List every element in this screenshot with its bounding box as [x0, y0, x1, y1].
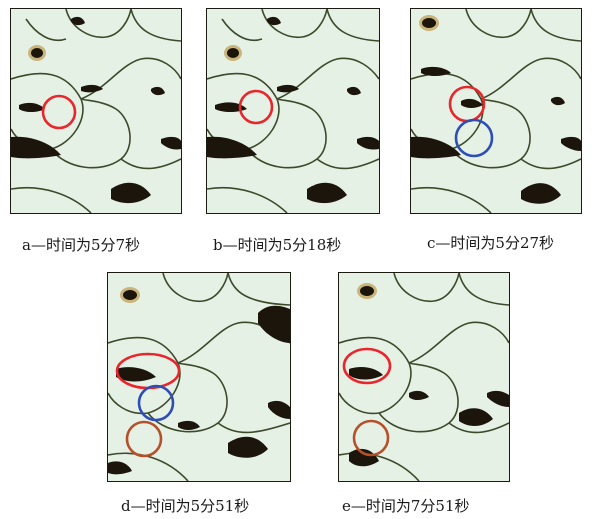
marker-circle-brown — [125, 420, 163, 458]
marker-circle-blue — [454, 118, 494, 158]
caption-c: c—时间为5分27秒 — [427, 234, 555, 252]
micrograph-b — [206, 8, 380, 214]
marker-circle-red — [41, 94, 77, 130]
caption-b: b—时间为5分18秒 — [213, 236, 342, 254]
caption-d: d—时间为5分51秒 — [121, 497, 250, 515]
marker-ellipse-red — [342, 347, 392, 385]
micrograph-b-image — [207, 9, 379, 213]
micrograph-e-image — [339, 273, 509, 481]
marker-circle-brown — [352, 419, 390, 457]
micrograph-d — [107, 272, 291, 482]
micrograph-c-image — [411, 9, 581, 213]
marker-circle-blue — [137, 384, 175, 422]
micrograph-a-image — [11, 9, 181, 213]
micrograph-c — [410, 8, 582, 214]
micrograph-e — [338, 272, 510, 482]
caption-e: e—时间为7分51秒 — [342, 497, 470, 515]
caption-a: a—时间为5分7秒 — [22, 236, 141, 254]
micrograph-d-image — [108, 273, 290, 481]
marker-circle-red — [238, 89, 274, 125]
micrograph-a — [10, 8, 182, 214]
